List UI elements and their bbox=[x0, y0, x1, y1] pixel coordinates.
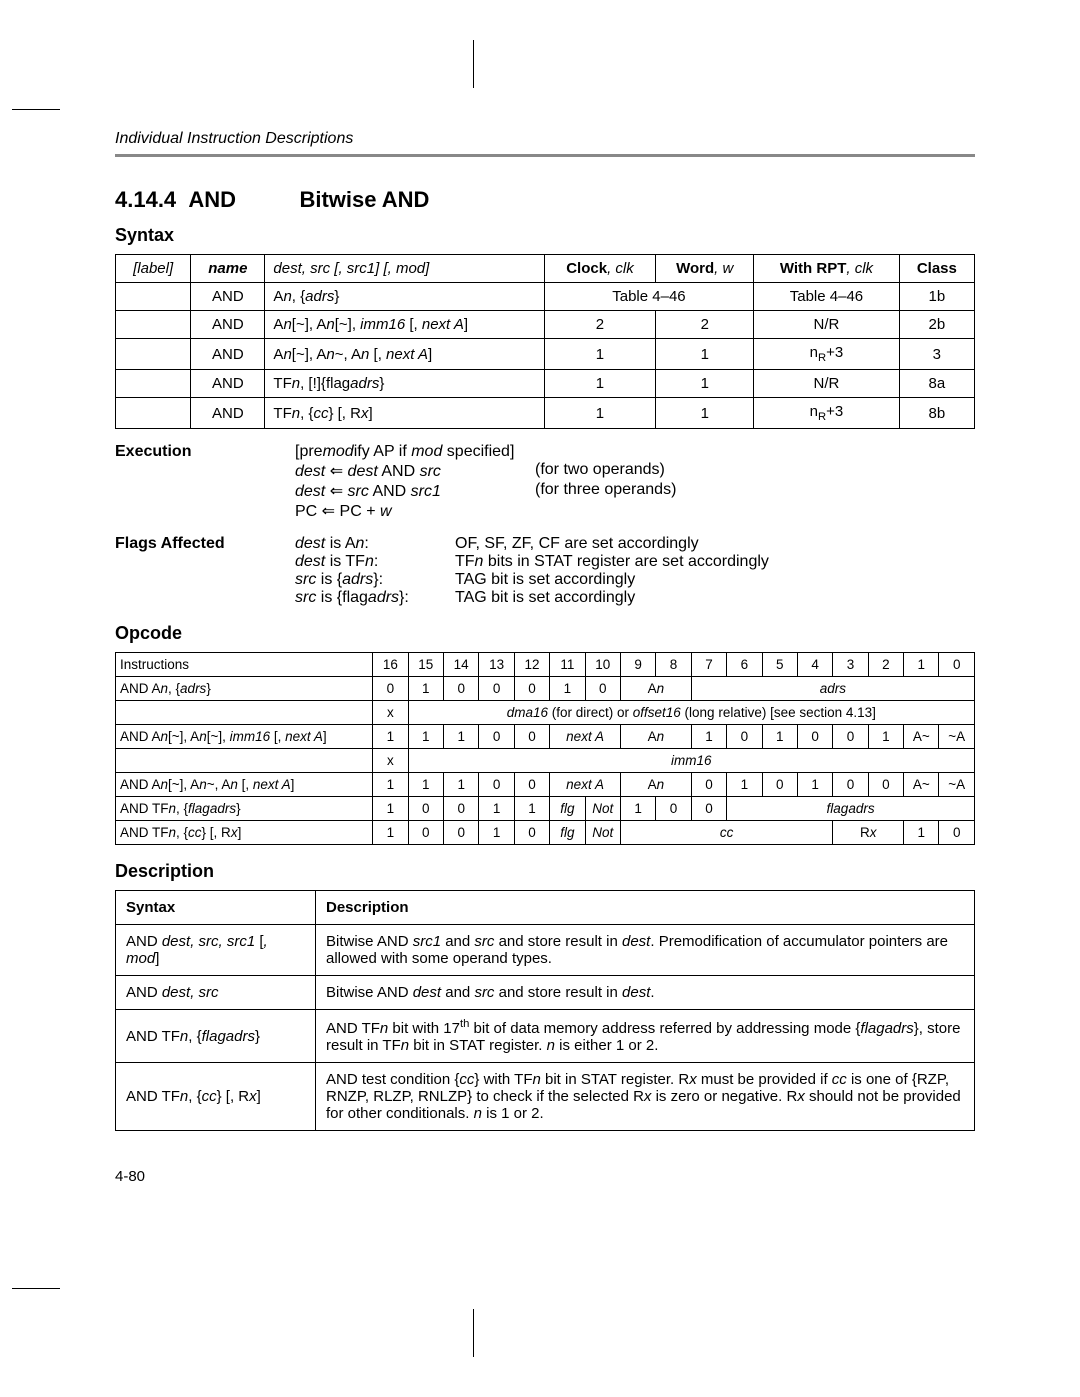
opcode-bit-header: 6 bbox=[727, 653, 762, 677]
syntax-table: [label]namedest, src [, src1] [, mod]Clo… bbox=[115, 254, 975, 429]
crop-mark bbox=[473, 1309, 474, 1357]
syntax-row: ANDTFn, [!]{flagadrs}11N/R8a bbox=[116, 370, 975, 398]
opcode-row: AND An[~], An~, An [, next A]11100next A… bbox=[116, 773, 975, 797]
syntax-row: ANDAn, {adrs}Table 4–46Table 4–461b bbox=[116, 283, 975, 311]
opcode-bit-header: 2 bbox=[868, 653, 903, 677]
section-name: AND bbox=[188, 187, 236, 212]
opcode-row: AND An, {adrs}0100010Anadrs bbox=[116, 677, 975, 701]
opcode-bit-header: 13 bbox=[479, 653, 514, 677]
running-head: Individual Instruction Descriptions bbox=[115, 130, 975, 157]
crop-mark bbox=[473, 40, 474, 88]
opcode-table: Instructions161514131211109876543210AND … bbox=[115, 652, 975, 845]
page-body: Individual Instruction Descriptions 4.14… bbox=[115, 130, 975, 1131]
crop-mark bbox=[12, 1288, 60, 1289]
opcode-bit-header: 3 bbox=[833, 653, 868, 677]
col-clock: Clock, clk bbox=[544, 255, 656, 283]
execution-line: dest ⇐ dest AND src(for two operands) bbox=[295, 461, 975, 481]
opcode-bit-header: 12 bbox=[514, 653, 549, 677]
opcode-row: AND An[~], An[~], imm16 [, next A]11100n… bbox=[116, 725, 975, 749]
desc-row: AND TFn, {flagadrs}AND TFn bit with 17th… bbox=[116, 1010, 975, 1063]
opcode-bit-header: 5 bbox=[762, 653, 797, 677]
opcode-row: ximm16 bbox=[116, 749, 975, 773]
desc-row: AND dest, src, src1 [, mod]Bitwise AND s… bbox=[116, 925, 975, 976]
execution-line: PC ⇐ PC + w bbox=[295, 501, 975, 521]
opcode-bit-header: 15 bbox=[408, 653, 443, 677]
execution-block: Execution [premodify AP if mod specified… bbox=[115, 443, 975, 521]
opcode-bit-header: 16 bbox=[373, 653, 408, 677]
syntax-row: ANDTFn, {cc} [, Rx]11nR+38b bbox=[116, 398, 975, 429]
execution-line: dest ⇐ src AND src1(for three operands) bbox=[295, 481, 975, 501]
col-dest: dest, src [, src1] [, mod] bbox=[265, 255, 544, 283]
flags-block: Flags Affected dest is An:OF, SF, ZF, CF… bbox=[115, 535, 975, 607]
opcode-bit-header: 9 bbox=[620, 653, 655, 677]
flags-line: dest is An:OF, SF, ZF, CF are set accord… bbox=[295, 535, 975, 553]
opcode-bit-header: 4 bbox=[797, 653, 832, 677]
col-class: Class bbox=[899, 255, 974, 283]
execution-line: [premodify AP if mod specified] bbox=[295, 443, 975, 461]
desc-row: AND TFn, {cc} [, Rx]AND test condition {… bbox=[116, 1063, 975, 1131]
description-table: SyntaxDescriptionAND dest, src, src1 [, … bbox=[115, 890, 975, 1131]
col-word: Word, w bbox=[656, 255, 754, 283]
opcode-row: xdma16 (for direct) or offset16 (long re… bbox=[116, 701, 975, 725]
section-long-title: Bitwise AND bbox=[299, 187, 429, 212]
flags-line: dest is TFn:TFn bits in STAT register ar… bbox=[295, 553, 975, 571]
opcode-bit-header: 14 bbox=[444, 653, 479, 677]
desc-col-syntax: Syntax bbox=[116, 891, 316, 925]
opcode-bit-header: 10 bbox=[585, 653, 620, 677]
page-number: 4-80 bbox=[115, 1168, 145, 1185]
opcode-bit-header: 7 bbox=[691, 653, 726, 677]
syntax-row: ANDAn[~], An~, An [, next A]11nR+33 bbox=[116, 339, 975, 370]
opcode-bit-header: 8 bbox=[656, 653, 691, 677]
crop-mark bbox=[12, 109, 60, 110]
syntax-heading: Syntax bbox=[115, 225, 975, 246]
section-title: 4.14.4 AND Bitwise AND bbox=[115, 187, 975, 213]
opcode-col-instr: Instructions bbox=[116, 653, 373, 677]
opcode-row: AND TFn, {cc} [, Rx]10010flgNotccRx10 bbox=[116, 821, 975, 845]
opcode-bit-header: 0 bbox=[939, 653, 975, 677]
flags-label: Flags Affected bbox=[115, 535, 295, 607]
opcode-bit-header: 1 bbox=[904, 653, 939, 677]
col-rpt: With RPT, clk bbox=[754, 255, 899, 283]
execution-label: Execution bbox=[115, 443, 295, 521]
desc-col-desc: Description bbox=[316, 891, 975, 925]
col-label: [label] bbox=[116, 255, 191, 283]
description-heading: Description bbox=[115, 861, 975, 882]
col-name: name bbox=[191, 255, 265, 283]
opcode-heading: Opcode bbox=[115, 623, 975, 644]
opcode-bit-header: 11 bbox=[550, 653, 585, 677]
flags-line: src is {adrs}:TAG bit is set accordingly bbox=[295, 571, 975, 589]
opcode-row: AND TFn, {flagadrs}10011flgNot100flagadr… bbox=[116, 797, 975, 821]
flags-line: src is {flagadrs}:TAG bit is set accordi… bbox=[295, 589, 975, 607]
desc-row: AND dest, srcBitwise AND dest and src an… bbox=[116, 976, 975, 1010]
section-number: 4.14.4 bbox=[115, 187, 176, 212]
syntax-row: ANDAn[~], An[~], imm16 [, next A]22N/R2b bbox=[116, 311, 975, 339]
